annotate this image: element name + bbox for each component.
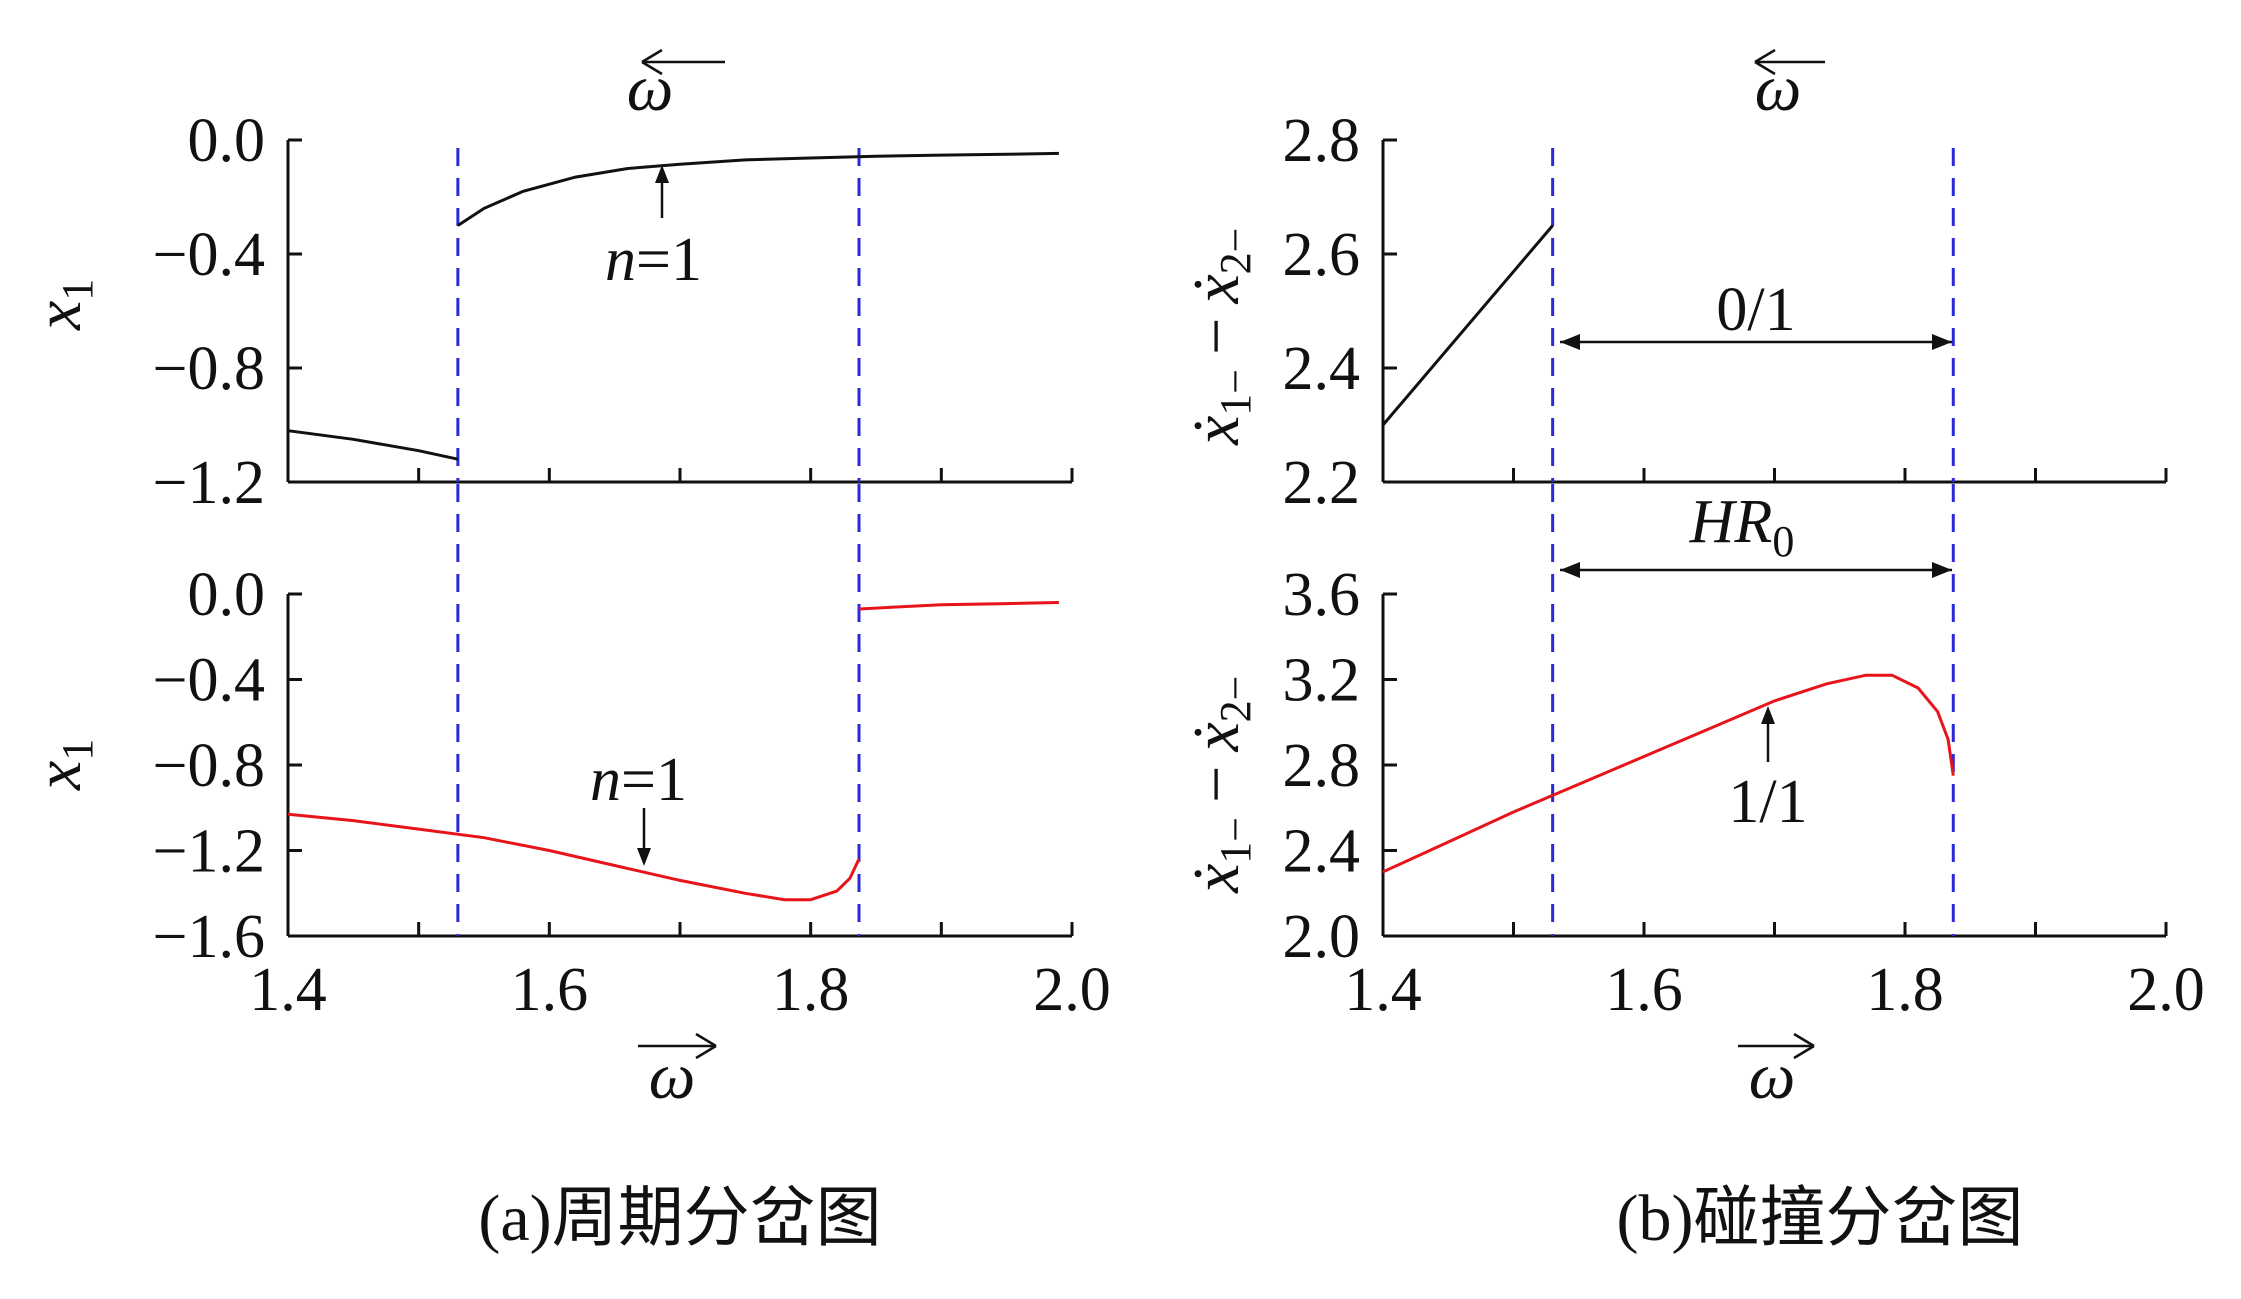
panel-a-top-xlabel-text: ω: [627, 52, 674, 125]
series-line: [858, 601, 1059, 611]
forward-arrow-head: [695, 1032, 717, 1060]
plot-a-top: 0.0 −0.4 −0.8 −1.2: [153, 107, 1074, 517]
double-arrow-left-head: [1560, 562, 1580, 578]
panel-a-bottom-annotation: n=1: [590, 746, 687, 866]
panel-a-bottom-xlabel: ω: [638, 1032, 717, 1113]
forward-arrow-head: [1793, 1032, 1815, 1060]
double-arrow-right-head: [1932, 334, 1952, 350]
region-label-mid-italic: HR: [1689, 488, 1773, 556]
annotation-rest: =1: [636, 226, 702, 294]
ylabel-b-sub: 2−: [1211, 676, 1260, 723]
curve-label-text: 1/1: [1728, 768, 1807, 836]
ylabel-subscript: 1: [53, 279, 102, 301]
series-line: [1381, 224, 1554, 426]
y-tick-label: −0.8: [153, 732, 265, 800]
x-tick-label: 1.8: [772, 956, 850, 1024]
region-arrow-top: 0/1: [1560, 276, 1952, 350]
double-arrow-left-head: [1560, 334, 1580, 350]
y-tick-label: 3.2: [1283, 647, 1361, 715]
panel-b-bottom-xlabel: ω: [1738, 1032, 1815, 1113]
y-tick-label: 2.8: [1283, 732, 1361, 800]
x-tick-label: 1.4: [249, 956, 327, 1024]
y-tick-label: −0.4: [153, 647, 265, 715]
plot-b-bottom: 3.63.22.82.42.01.4 1.6 1.8 2.0: [1283, 484, 2205, 1024]
panel-b-top-xlabel: ω: [1754, 48, 1825, 125]
ylabel-b: ẋ: [1180, 274, 1253, 304]
x-tick-label: 2.0: [2127, 956, 2205, 1024]
y-tick-label: 2.0: [1283, 903, 1361, 971]
y-tick-label: 2.4: [1283, 335, 1361, 403]
y-tick-label: −1.6: [153, 903, 265, 971]
x-tick-label: 1.8: [1866, 956, 1944, 1024]
curve-label-bottom: 1/1: [1728, 706, 1808, 836]
annotation-arrow-head: [1761, 706, 1775, 724]
ylabel-a: ẋ: [1180, 416, 1253, 446]
region-label-mid-sub: 0: [1772, 517, 1794, 566]
annotation-italic: n: [590, 746, 621, 814]
panel-a: ω 0.0 −0.4 −0.8 −1.2 0.0 −0.4 −0.8 −1.2 −1.61.4…: [22, 48, 1111, 1255]
backward-arrow-head: [1754, 48, 1776, 76]
annotation-arrow-head: [655, 165, 669, 183]
panel-b-bottom-xlabel-text: ω: [1749, 1040, 1796, 1113]
ylabel-a: ẋ: [1180, 864, 1253, 894]
x-tick-label: 1.6: [1605, 956, 1683, 1024]
y-tick-label: −1.2: [153, 449, 265, 517]
x-tick-label: 1.6: [511, 956, 589, 1024]
y-tick-label: −0.4: [153, 221, 265, 289]
region-label-mid: HR0: [1689, 488, 1795, 566]
panel-b-caption: (b)碰撞分岔图: [1617, 1182, 2024, 1255]
ylabel-symbol: x: [22, 301, 95, 331]
panel-a-bottom-xlabel-text: ω: [649, 1040, 696, 1113]
y-tick-label: 2.4: [1283, 818, 1361, 886]
plot-b-top: 2.8 2.6 2.4 2.2: [1283, 107, 2168, 517]
ylabel-symbol: x: [22, 761, 95, 791]
panel-a-top-annotation: n=1: [605, 165, 702, 294]
annotation-rest: =1: [621, 746, 687, 814]
y-tick-label: 0.0: [188, 561, 266, 629]
panel-b-bottom-ylabel: ẋ1−−ẋ2−: [1180, 676, 1260, 894]
y-tick-label: 3.6: [1283, 561, 1361, 629]
y-tick-label: −1.2: [153, 818, 265, 886]
ylabel-b: ẋ: [1180, 722, 1253, 752]
ylabel-minus: −: [1180, 766, 1253, 803]
x-tick-label: 2.0: [1033, 956, 1111, 1024]
ylabel-minus: −: [1180, 318, 1253, 355]
x-tick-label: 1.4: [1344, 956, 1422, 1024]
annotation-text: n=1: [605, 226, 702, 294]
ylabel-a-sub: 1−: [1211, 369, 1260, 416]
panel-a-top-ylabel: x1: [22, 279, 102, 331]
annotation-italic: n: [605, 226, 636, 294]
ylabel-subscript: 1: [53, 739, 102, 761]
y-tick-label: 2.8: [1283, 107, 1361, 175]
panel-a-top-xlabel: ω: [627, 48, 725, 125]
ylabel-a-sub: 1−: [1211, 817, 1260, 864]
y-tick-label: −0.8: [153, 335, 265, 403]
panel-a-caption: (a)周期分岔图: [478, 1182, 881, 1255]
panel-a-bottom-ylabel: x1: [22, 739, 102, 791]
panel-b-top-ylabel: ẋ1−−ẋ2−: [1180, 228, 1260, 446]
plot-a-bottom: 0.0 −0.4 −0.8 −1.2 −1.61.4 1.6 1.8 2.0: [153, 484, 1111, 1024]
panel-b-top-xlabel-text: ω: [1755, 52, 1802, 125]
series-line: [1382, 673, 1955, 874]
double-arrow-right-head: [1932, 562, 1952, 578]
ylabel-b-sub: 2−: [1211, 228, 1260, 275]
y-tick-label: 2.2: [1283, 449, 1361, 517]
y-tick-label: 2.6: [1283, 221, 1361, 289]
series-line: [287, 812, 861, 902]
annotation-text: n=1: [590, 746, 687, 814]
annotation-arrow-head: [637, 848, 651, 866]
series-line: [287, 429, 459, 461]
y-tick-label: 0.0: [188, 107, 266, 175]
region-label-top: 0/1: [1716, 276, 1795, 344]
panel-b: ω 2.82.62.42.2 3.63.22.82.42.01.4 1.6 1.8 2…: [1180, 48, 2205, 1255]
region-arrow-mid: HR0: [1560, 488, 1952, 578]
series-line: [457, 151, 1059, 227]
backward-arrow-head: [641, 48, 663, 76]
